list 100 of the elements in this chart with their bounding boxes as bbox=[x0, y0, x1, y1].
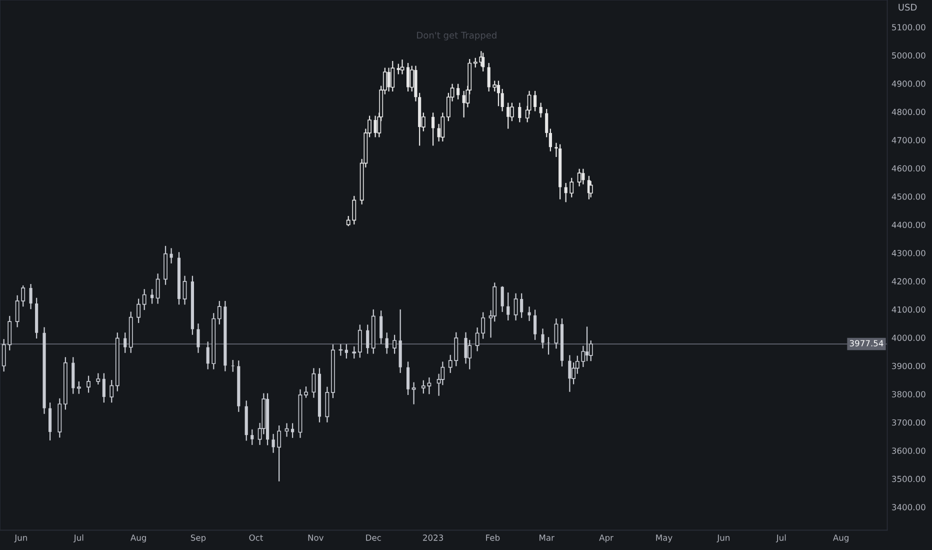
candlestick bbox=[86, 375, 90, 394]
candlestick bbox=[390, 60, 395, 92]
y-tick-label: 4100.00 bbox=[892, 306, 926, 313]
candlestick bbox=[539, 102, 542, 118]
x-tick-label: Jul bbox=[73, 534, 84, 542]
candlestick bbox=[352, 346, 356, 360]
y-tick-label: 4000.00 bbox=[892, 334, 926, 341]
x-tick-label: Nov bbox=[308, 534, 324, 541]
candlestick bbox=[358, 324, 362, 358]
candlestick bbox=[110, 379, 114, 404]
candlestick bbox=[48, 402, 52, 441]
candlestick bbox=[96, 372, 100, 386]
candlestick bbox=[541, 328, 544, 349]
candlestick bbox=[546, 336, 550, 356]
candlestick bbox=[380, 310, 383, 344]
candlestick bbox=[136, 298, 141, 324]
candlestick bbox=[570, 177, 574, 198]
candlestick bbox=[217, 300, 222, 325]
y-tick-label: 3500.00 bbox=[892, 476, 926, 482]
y-tick-label: 3700.00 bbox=[892, 419, 926, 426]
candlestick bbox=[396, 63, 400, 75]
x-tick-label: Jun bbox=[14, 534, 27, 542]
y-tick-label: 4600.00 bbox=[892, 165, 926, 172]
candlestick bbox=[150, 288, 154, 304]
y-tick-label: 4400.00 bbox=[892, 222, 926, 228]
x-tick-label: Dec bbox=[366, 534, 381, 541]
candlestick bbox=[272, 433, 275, 454]
candlestick bbox=[206, 341, 210, 370]
x-tick-label: Mar bbox=[540, 534, 554, 541]
candlestick bbox=[577, 168, 582, 187]
candlestick bbox=[387, 67, 390, 92]
candlestick bbox=[76, 380, 81, 394]
candlestick bbox=[142, 288, 146, 311]
candlestick bbox=[482, 52, 485, 72]
candlestick bbox=[392, 334, 397, 354]
candlestick bbox=[500, 286, 504, 313]
candlestick bbox=[585, 326, 589, 362]
ref-line-label: 3977.54 bbox=[850, 340, 884, 346]
x-tick-label: Aug bbox=[833, 534, 848, 542]
candlestick bbox=[554, 318, 558, 350]
candlestick bbox=[514, 292, 518, 321]
y-tick-label: 3400.00 bbox=[892, 504, 926, 510]
candlestick bbox=[284, 422, 289, 438]
y-tick-label: 5100.00 bbox=[892, 24, 926, 30]
text: Don't get Trapped bbox=[417, 32, 496, 40]
candlestick bbox=[124, 332, 127, 354]
candlestick bbox=[344, 344, 348, 360]
x-tick-label: Oct bbox=[249, 534, 263, 541]
candlestick bbox=[406, 62, 410, 92]
y-tick-label: 4700.00 bbox=[892, 137, 926, 144]
candlestick bbox=[304, 386, 308, 398]
x-tick-label: Apr bbox=[599, 534, 614, 542]
candlestick bbox=[518, 102, 522, 123]
candlestick bbox=[312, 368, 316, 398]
candlestick bbox=[440, 112, 445, 142]
candlestick bbox=[568, 354, 572, 392]
candlestick bbox=[196, 322, 200, 354]
candlestick bbox=[456, 83, 460, 100]
candlestick bbox=[250, 428, 254, 446]
candlestick bbox=[29, 283, 32, 310]
candlestick bbox=[534, 90, 537, 112]
candlestick bbox=[385, 332, 388, 354]
candlestick bbox=[156, 273, 160, 304]
y-tick-label: 4300.00 bbox=[892, 250, 926, 256]
candlestick bbox=[548, 128, 552, 152]
candlestick bbox=[412, 382, 416, 405]
candlestick bbox=[564, 182, 568, 203]
y-tick-label: 3600.00 bbox=[892, 448, 926, 454]
candlestick bbox=[432, 112, 435, 146]
x-tick-label: 2023 bbox=[423, 534, 443, 541]
candlestick bbox=[374, 115, 377, 138]
candlestick bbox=[582, 168, 585, 185]
candlestick bbox=[338, 344, 343, 356]
candlestick bbox=[102, 372, 106, 404]
candlestick bbox=[277, 424, 282, 482]
candlestick bbox=[170, 248, 173, 264]
x-tick-label: Jul bbox=[776, 534, 786, 542]
candlestick bbox=[500, 88, 504, 112]
candlestick bbox=[400, 59, 404, 75]
candlestick bbox=[182, 275, 187, 306]
candlestick bbox=[462, 90, 466, 118]
y-tick-label: 3800.00 bbox=[892, 391, 926, 398]
y-tick-label: 5000.00 bbox=[892, 52, 926, 59]
candlestick bbox=[506, 102, 510, 130]
y-tick-label: 4800.00 bbox=[892, 108, 926, 116]
x-tick-label: Aug bbox=[130, 534, 146, 542]
x-tick-label: Sep bbox=[190, 534, 206, 542]
x-tick-label: May bbox=[656, 534, 672, 542]
candlestick bbox=[366, 324, 370, 354]
candlestick bbox=[496, 80, 500, 107]
candlestick bbox=[487, 62, 490, 92]
y-tick-label: 4200.00 bbox=[892, 278, 926, 284]
y-tick-label: 3900.00 bbox=[892, 362, 926, 370]
candlestick bbox=[534, 309, 537, 340]
y-tick-label: 4500.00 bbox=[892, 193, 926, 200]
x-tick-label: Jun bbox=[716, 534, 730, 542]
y-tick-label: 4900.00 bbox=[892, 80, 926, 87]
candlestick bbox=[406, 361, 410, 396]
candlestick bbox=[520, 292, 524, 318]
candlestick bbox=[545, 108, 548, 138]
